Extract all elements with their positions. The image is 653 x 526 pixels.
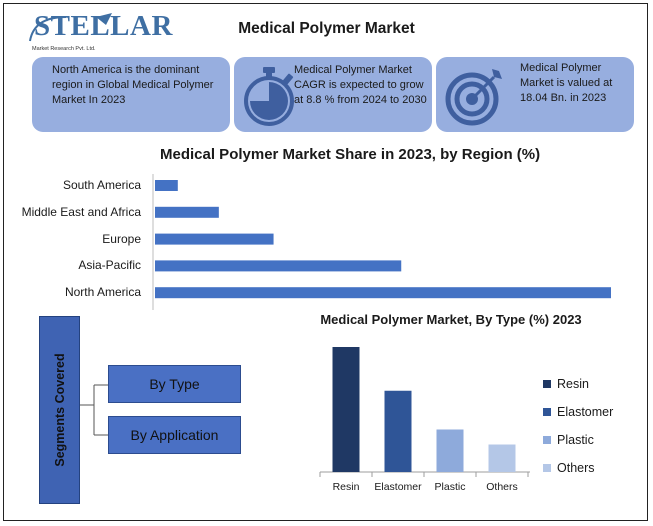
segments-connector bbox=[80, 384, 108, 436]
legend-label: Plastic bbox=[557, 433, 594, 447]
region-chart-title: Medical Polymer Market Share in 2023, by… bbox=[160, 146, 541, 163]
region-label: Asia-Pacific bbox=[78, 258, 141, 273]
stopwatch-icon bbox=[244, 67, 294, 126]
legend-item-resin: Resin bbox=[543, 370, 613, 398]
logo-subtitle: Market Research Pvt. Ltd. bbox=[32, 46, 96, 52]
region-label: South America bbox=[62, 178, 141, 192]
legend-swatch bbox=[543, 436, 551, 444]
type-x-tick-label: Others bbox=[486, 481, 518, 493]
type-x-tick-label: Elastomer bbox=[374, 481, 422, 493]
legend-label: Others bbox=[557, 461, 595, 475]
region-bar bbox=[155, 206, 219, 218]
legend-item-plastic: Plastic bbox=[543, 426, 613, 454]
info-card-cagr: Medical Polymer Market CAGR is expected … bbox=[234, 57, 432, 132]
logo-swoosh-icon bbox=[29, 13, 112, 42]
legend-item-elastomer: Elastomer bbox=[543, 398, 613, 426]
region-label: North America bbox=[64, 285, 141, 300]
type-chart-legend: Resin Elastomer Plastic Others bbox=[543, 370, 613, 482]
region-bar-chart bbox=[152, 174, 611, 310]
type-x-tick-label: Resin bbox=[332, 481, 360, 493]
page-title: Medical Polymer Market bbox=[238, 20, 415, 37]
segment-by-type[interactable]: By Type bbox=[108, 365, 241, 403]
region-label: Europe bbox=[102, 231, 141, 246]
legend-swatch bbox=[543, 408, 551, 416]
info-card-text: Medical Polymer Market is valued at 18.0… bbox=[520, 62, 613, 104]
legend-label: Elastomer bbox=[557, 405, 614, 419]
info-card-region: North America is the dominant region in … bbox=[32, 57, 230, 132]
region-bar bbox=[155, 287, 611, 299]
info-card-value: Medical Polymer Market is valued at 18.0… bbox=[436, 57, 634, 132]
legend-swatch bbox=[543, 464, 551, 472]
type-x-tick-label: Plastic bbox=[434, 481, 466, 493]
region-bar bbox=[155, 180, 178, 191]
type-chart-title: Medical Polymer Market, By Type (%) 2023 bbox=[320, 312, 582, 327]
logo-wordmark: STELLAR bbox=[34, 10, 173, 42]
region-bar bbox=[155, 233, 274, 245]
segments-panel bbox=[39, 316, 80, 504]
region-bar bbox=[155, 260, 402, 272]
target-icon bbox=[445, 69, 502, 126]
info-card-text: Medical Polymer Market CAGR is expected … bbox=[294, 64, 427, 106]
region-label: Middle East and Africa bbox=[21, 204, 141, 219]
legend-item-others: Others bbox=[543, 454, 613, 482]
legend-label: Resin bbox=[557, 377, 589, 391]
info-card-text: North America is the dominant region in … bbox=[52, 64, 214, 106]
segments-label: Segments Covered bbox=[53, 353, 67, 467]
stellar-logo: STELLAR Market Research Pvt. Ltd. bbox=[14, 6, 172, 56]
legend-swatch bbox=[543, 380, 551, 388]
segment-by-application[interactable]: By Application bbox=[108, 416, 241, 454]
